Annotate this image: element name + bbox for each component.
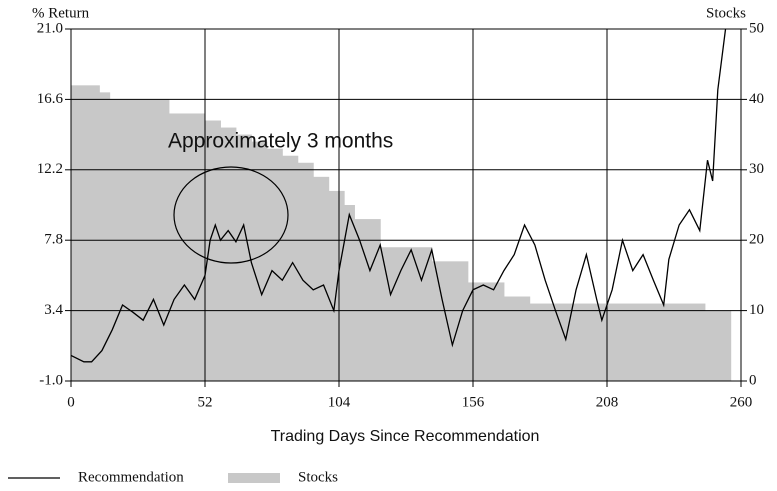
y2-tick-label: 20 [749, 232, 764, 248]
stock-step [235, 134, 252, 381]
x-tick-label: 208 [596, 394, 619, 410]
stock-step [380, 247, 433, 381]
y-axis-label: % Return [32, 5, 90, 21]
stock-step [704, 310, 732, 381]
stock-step [220, 127, 237, 381]
stock-step [266, 148, 283, 381]
plot-border [70, 28, 742, 382]
y-tick-label: 21.0 [37, 20, 63, 36]
y2-tick-label: 40 [749, 91, 764, 107]
y2-tick-label: 0 [749, 372, 757, 388]
y-tick-label: 12.2 [37, 161, 63, 177]
stock-step [344, 205, 355, 381]
plot-area [70, 28, 742, 382]
y2-axis-label: Stocks [706, 5, 746, 21]
y-tick-label: 16.6 [37, 91, 64, 107]
return-line [70, 28, 727, 363]
stock-step [529, 303, 706, 381]
stock-step [168, 113, 206, 381]
stock-step [467, 282, 505, 381]
stock-step [251, 141, 268, 381]
stock-step [205, 120, 221, 382]
y2-tick-label: 10 [749, 302, 764, 318]
y-tick-label: 7.8 [44, 232, 63, 248]
annotation: Approximately 3 months [168, 130, 393, 153]
legend-label: Recommendation [78, 469, 184, 485]
stock-step [354, 219, 381, 381]
legend-swatch [228, 473, 280, 483]
y-tick-label: 3.4 [44, 302, 63, 318]
stock-step [503, 296, 531, 381]
y-tick-label: -1.0 [39, 372, 63, 388]
stock-step [297, 162, 314, 381]
stock-step [313, 176, 330, 381]
y2-tick-label: 30 [749, 161, 764, 177]
x-tick-label: 52 [198, 394, 213, 410]
stock-step [282, 155, 299, 381]
stock-step [99, 92, 111, 382]
x-tick-label: 156 [462, 394, 485, 410]
x-tick-label: 0 [67, 394, 75, 410]
x-tick-label: 104 [328, 394, 351, 410]
x-axis-label: Trading Days Since Recommendation [271, 428, 540, 445]
x-tick-label: 260 [730, 394, 753, 410]
stock-step [71, 85, 100, 381]
legend-label: Stocks [298, 469, 338, 485]
annotation-ellipse [173, 166, 289, 264]
y2-tick-label: 50 [749, 20, 764, 36]
